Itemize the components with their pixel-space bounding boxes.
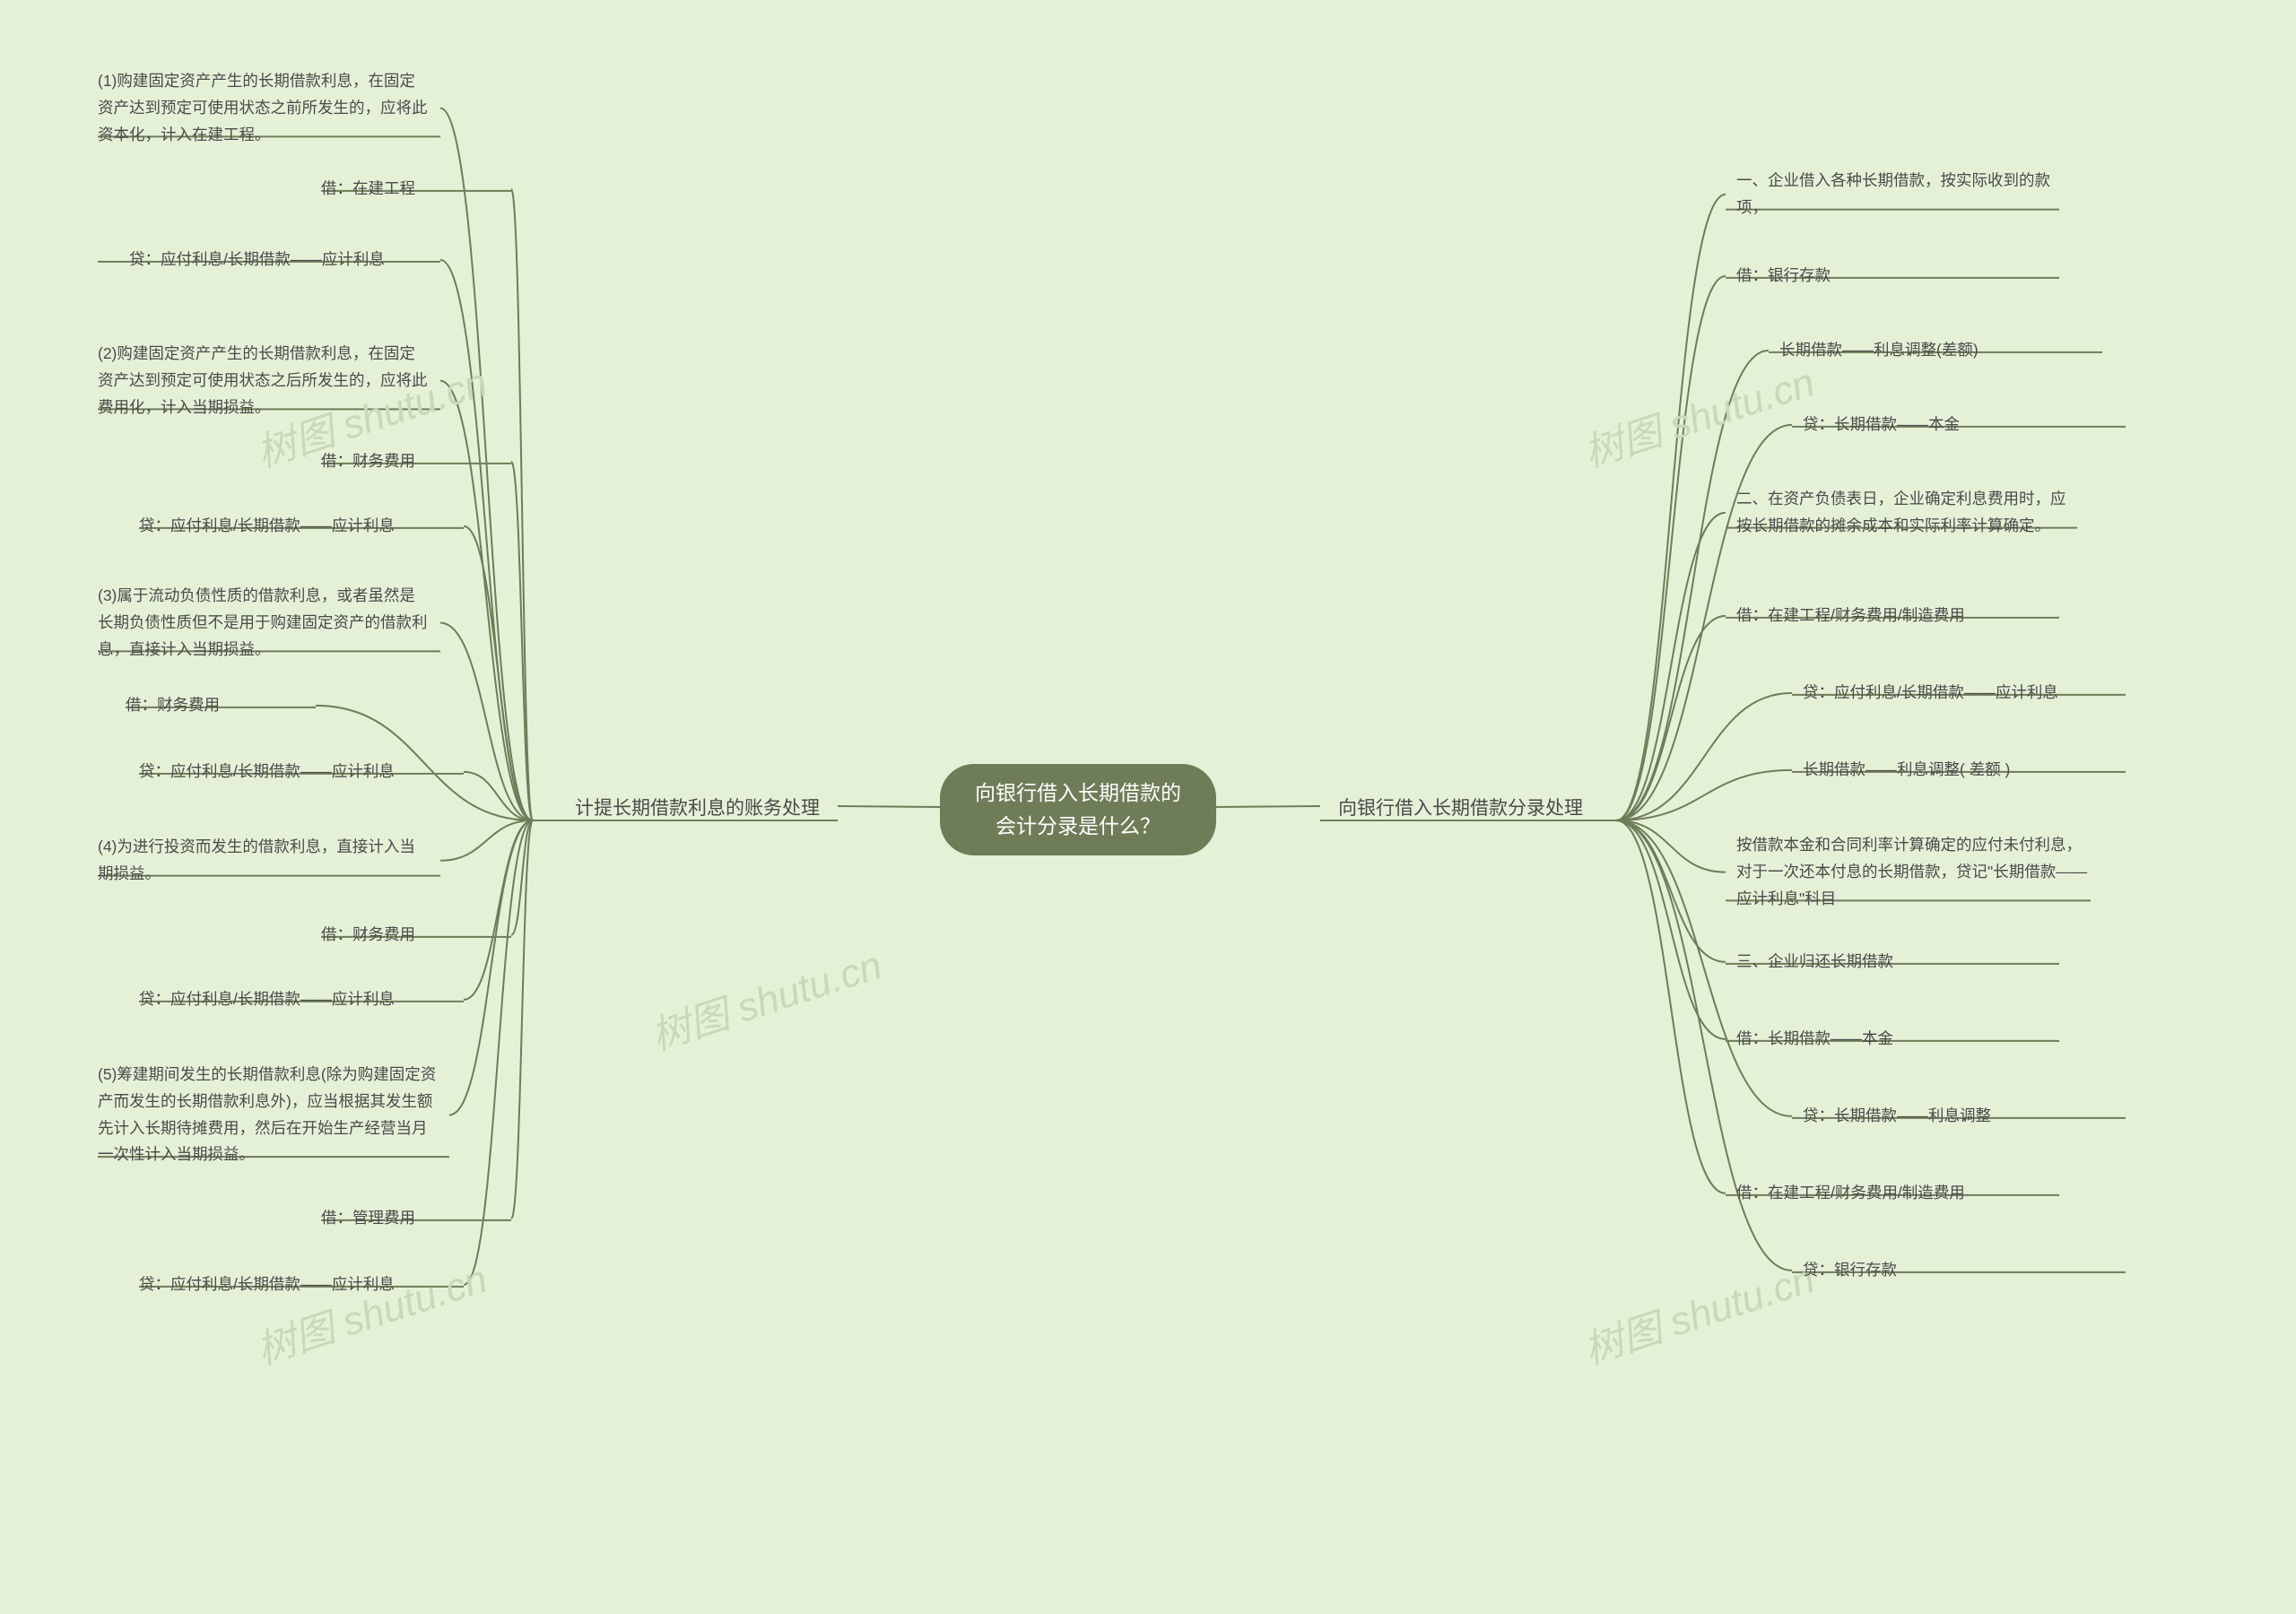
- watermark: 树图 shutu.cn: [1576, 1246, 1821, 1375]
- leaf-node: 二、在资产负债表日，企业确定利息费用时，应按长期借款的摊余成本和实际利率计算确定…: [1736, 486, 2077, 540]
- leaf-node: (3)属于流动负债性质的借款利息，或者虽然是长期负债性质但不是用于购建固定资产的…: [98, 583, 430, 663]
- leaf-node: 贷：应付利息/长期借款——应计利息: [139, 1271, 453, 1298]
- leaf-node: 三、企业归还长期借款: [1736, 949, 2059, 976]
- leaf-node: 贷：应付利息/长期借款——应计利息: [139, 759, 453, 785]
- leaf-node: 借：管理费用: [321, 1205, 500, 1232]
- leaf-node: 借：银行存款: [1736, 263, 2059, 290]
- leaf-node: (2)购建固定资产产生的长期借款利息，在固定资产达到预定可使用状态之后所发生的，…: [98, 341, 430, 421]
- leaf-node: 一、企业借入各种长期借款，按实际收到的款项，: [1736, 168, 2059, 221]
- leaf-node: 贷：长期借款——利息调整: [1803, 1103, 2126, 1130]
- leaf-node: 借：在建工程: [321, 176, 500, 203]
- center-topic: 向银行借入长期借款的会计分录是什么？: [940, 764, 1216, 855]
- leaf-node: 贷：应付利息/长期借款——应计利息: [98, 247, 430, 273]
- leaf-node: 借：财务费用: [321, 922, 500, 949]
- leaf-node: 长期借款——利息调整(差额): [1779, 337, 2102, 364]
- leaf-node: (4)为进行投资而发生的借款利息，直接计入当期损益。: [98, 834, 430, 888]
- leaf-node: 借：财务费用: [126, 692, 305, 719]
- leaf-node: 借：在建工程/财务费用/制造费用: [1736, 1180, 2059, 1207]
- leaf-node: 借：财务费用: [321, 448, 500, 475]
- leaf-node: 贷：应付利息/长期借款——应计利息: [1803, 680, 2126, 707]
- watermark: 树图 shutu.cn: [248, 1246, 493, 1375]
- leaf-node: 按借款本金和合同利率计算确定的应付未付利息，对于一次还本付息的长期借款，贷记"长…: [1736, 832, 2091, 912]
- branch-label: 向银行借入长期借款分录处理: [1338, 794, 1607, 820]
- watermark: 树图 shutu.cn: [643, 933, 888, 1061]
- leaf-node: 借：长期借款——本金: [1736, 1026, 2059, 1053]
- branch-label: 计提长期借款利息的账务处理: [542, 794, 820, 820]
- watermark: 树图 shutu.cn: [1576, 350, 1821, 478]
- leaf-node: 贷：长期借款——本金: [1803, 412, 2126, 438]
- leaf-node: 贷：银行存款: [1803, 1257, 2126, 1284]
- leaf-node: (5)筹建期间发生的长期借款利息(除为购建固定资产而发生的长期借款利息外)，应当…: [98, 1062, 439, 1168]
- leaf-node: (1)购建固定资产产生的长期借款利息，在固定资产达到预定可使用状态之前所发生的，…: [98, 68, 430, 148]
- leaf-node: 借：在建工程/财务费用/制造费用: [1736, 603, 2059, 629]
- mindmap-canvas: 树图 shutu.cn 树图 shutu.cn 树图 shutu.cn 树图 shut…: [0, 0, 2296, 1614]
- leaf-node: 长期借款——利息调整( 差额 ): [1803, 757, 2126, 784]
- leaf-node: 贷：应付利息/长期借款——应计利息: [139, 986, 453, 1013]
- leaf-node: 贷：应付利息/长期借款——应计利息: [139, 513, 453, 540]
